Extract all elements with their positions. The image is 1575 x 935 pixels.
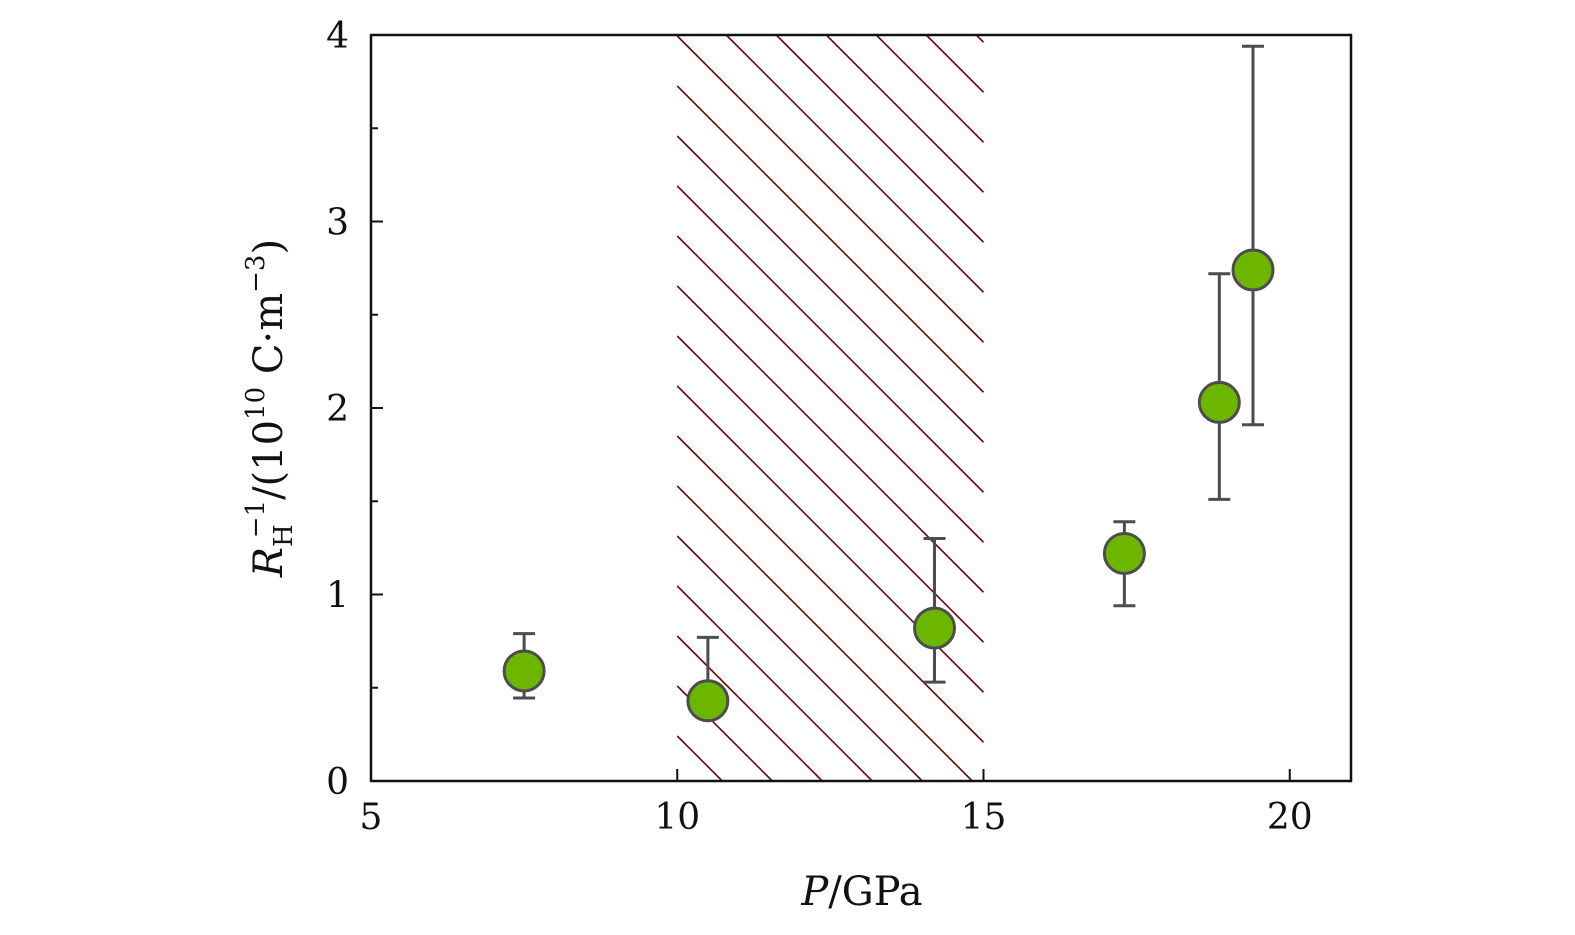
data-point xyxy=(1197,272,1241,501)
x-tick-label: 5 xyxy=(360,797,383,838)
hatch-line xyxy=(676,235,985,543)
marker xyxy=(1197,380,1241,424)
hatch-line xyxy=(725,34,985,293)
data-point xyxy=(1102,520,1146,608)
marker xyxy=(686,679,730,723)
hatch-line xyxy=(875,34,985,143)
hatch-line xyxy=(676,635,823,782)
y-tick-label: 0 xyxy=(326,762,349,803)
data-point xyxy=(913,537,956,684)
y-tick-label: 3 xyxy=(326,203,349,244)
data-points xyxy=(502,44,1275,723)
data-point xyxy=(686,635,730,723)
marker xyxy=(913,606,956,650)
hatch-line xyxy=(775,34,985,243)
y-axis-label: RH−1/(1010 C·m−3) xyxy=(241,239,299,578)
hatch-line xyxy=(676,85,985,393)
hatch-line xyxy=(676,435,985,743)
x-axis-label: P/GPa xyxy=(800,869,922,915)
hatched-region xyxy=(676,34,985,782)
hatch-line xyxy=(676,185,985,493)
hatch-line xyxy=(676,735,723,782)
data-point xyxy=(1231,44,1275,427)
y-tick-label: 2 xyxy=(326,389,349,430)
x-tick-label: 20 xyxy=(1267,797,1313,838)
hatch-line xyxy=(676,485,973,782)
hatch-line xyxy=(676,335,985,643)
y-tick-label: 4 xyxy=(326,16,349,57)
marker xyxy=(502,649,546,693)
marker xyxy=(1102,531,1146,575)
hatch-line xyxy=(676,285,985,593)
hatch-line xyxy=(676,585,873,782)
y-tick-label: 1 xyxy=(326,576,349,617)
marker xyxy=(1231,248,1275,292)
hatch-line xyxy=(676,135,985,443)
hatch-line xyxy=(825,34,985,193)
hatch-line xyxy=(925,34,985,93)
data-point xyxy=(502,632,546,700)
x-tick-label: 10 xyxy=(654,797,700,838)
hatch-line xyxy=(676,535,923,782)
x-tick-label: 15 xyxy=(961,797,1007,838)
hatch-line xyxy=(676,35,985,343)
axis-ticks: 5 10 15 20 0 1 2 3 4 xyxy=(326,16,1313,838)
